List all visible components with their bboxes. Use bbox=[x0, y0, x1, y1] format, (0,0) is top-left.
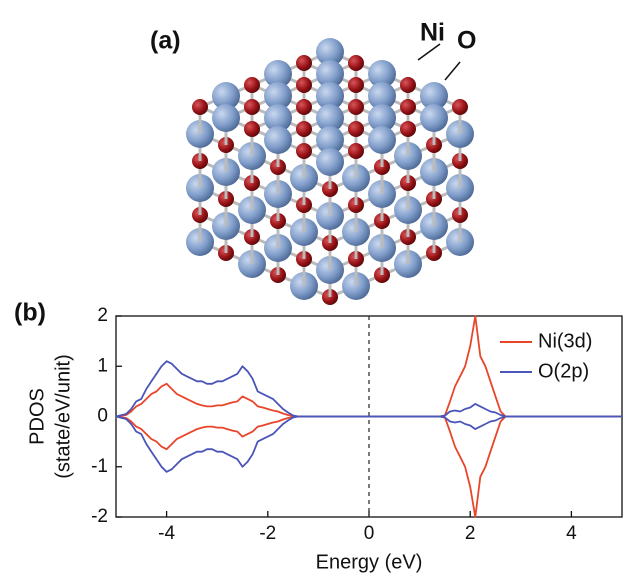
o-atom bbox=[296, 55, 312, 71]
page: {"panel_a": {"label": "(a)", "atoms": ["… bbox=[0, 0, 625, 575]
legend-label: Ni(3d) bbox=[538, 330, 592, 352]
o-atom bbox=[296, 99, 312, 115]
crystal-structure bbox=[186, 38, 474, 305]
o-atom bbox=[400, 121, 416, 137]
o-atom bbox=[348, 77, 364, 93]
x-tick-label: -2 bbox=[259, 523, 276, 544]
y-axis-title: PDOS bbox=[26, 388, 48, 445]
o-atom bbox=[244, 121, 260, 137]
panel-label: (a) bbox=[150, 27, 181, 55]
ni-atom bbox=[264, 126, 292, 154]
o-atom bbox=[348, 99, 364, 115]
y-tick-label: 0 bbox=[97, 406, 108, 427]
atom-label: O bbox=[457, 27, 476, 55]
o-atom bbox=[452, 99, 468, 115]
o-atom bbox=[348, 55, 364, 71]
panel-label: (b) bbox=[14, 299, 46, 327]
atom-label: Ni bbox=[420, 19, 445, 47]
o-atom bbox=[296, 77, 312, 93]
legend-label: O(2p) bbox=[538, 360, 589, 382]
o-atom bbox=[296, 143, 312, 159]
y-axis-title: (state/eV/unit) bbox=[52, 354, 74, 479]
ni-atom bbox=[420, 104, 448, 132]
pointer bbox=[445, 62, 460, 80]
o-atom bbox=[192, 99, 208, 115]
ni-atom bbox=[316, 148, 344, 176]
x-tick-label: 2 bbox=[465, 523, 476, 544]
y-tick-label: -2 bbox=[91, 506, 108, 527]
o-atom bbox=[244, 77, 260, 93]
o-atom bbox=[348, 143, 364, 159]
figure: (a) Ni O (b) -4 -2 0 2 4 -2 -1 0 1 2 Energy (eV) PD… bbox=[0, 0, 625, 575]
y-tick-label: -1 bbox=[91, 456, 108, 477]
o-atom bbox=[400, 99, 416, 115]
ni-atom bbox=[368, 126, 396, 154]
y-tick-label: 1 bbox=[97, 355, 108, 376]
x-tick-label: 0 bbox=[364, 523, 375, 544]
x-tick-label: -4 bbox=[158, 523, 175, 544]
ni-atom bbox=[212, 104, 240, 132]
y-tick-label: 2 bbox=[97, 305, 108, 326]
x-tick-label: 4 bbox=[566, 523, 577, 544]
o-atom bbox=[244, 99, 260, 115]
o-atom bbox=[296, 121, 312, 137]
x-axis-title: Energy (eV) bbox=[316, 551, 423, 573]
o-atom bbox=[400, 77, 416, 93]
o-atom bbox=[348, 121, 364, 137]
